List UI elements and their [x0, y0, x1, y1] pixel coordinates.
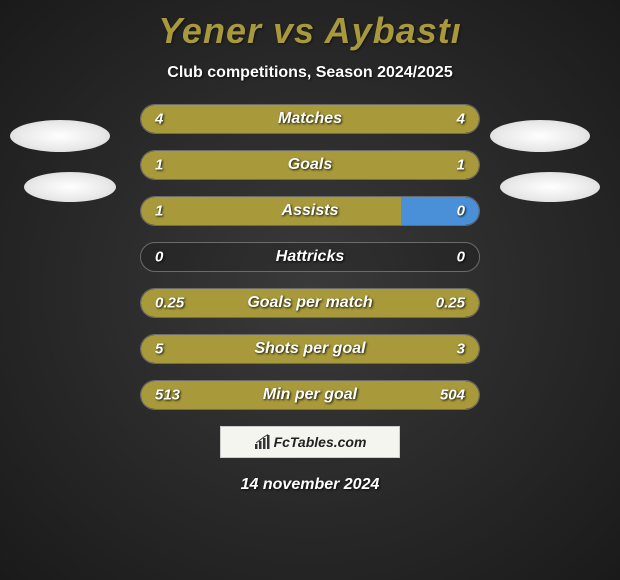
stat-value-right: 1	[457, 157, 465, 174]
stat-label: Shots per goal	[254, 340, 365, 358]
decorative-ellipse	[10, 120, 110, 152]
stat-bar-left	[141, 151, 310, 179]
stat-label: Hattricks	[276, 248, 344, 266]
stat-label: Min per goal	[263, 386, 357, 404]
stat-row: 0 0 Hattricks	[140, 242, 480, 272]
stat-row: 4 4 Matches	[140, 104, 480, 134]
page-title: Yener vs Aybastı	[0, 0, 620, 52]
date-text: 14 november 2024	[0, 476, 620, 494]
stat-value-right: 4	[457, 111, 465, 128]
stat-label: Goals per match	[247, 294, 372, 312]
stat-value-left: 5	[155, 341, 163, 358]
stat-label: Matches	[278, 110, 342, 128]
stat-value-left: 0	[155, 249, 163, 266]
stat-value-right: 504	[440, 387, 465, 404]
stat-row: 513 504 Min per goal	[140, 380, 480, 410]
decorative-ellipse	[500, 172, 600, 202]
watermark-badge: FcTables.com	[220, 426, 400, 458]
stat-label: Goals	[288, 156, 332, 174]
stat-label: Assists	[282, 202, 339, 220]
subtitle: Club competitions, Season 2024/2025	[0, 64, 620, 82]
chart-icon	[254, 434, 270, 450]
stat-value-right: 0.25	[436, 295, 465, 312]
stat-row: 0.25 0.25 Goals per match	[140, 288, 480, 318]
stat-value-left: 513	[155, 387, 180, 404]
stat-value-left: 1	[155, 157, 163, 174]
stat-value-left: 4	[155, 111, 163, 128]
stat-bar-right	[310, 151, 479, 179]
decorative-ellipse	[24, 172, 116, 202]
watermark-text: FcTables.com	[274, 434, 367, 450]
stat-row: 1 1 Goals	[140, 150, 480, 180]
stat-value-right: 0	[457, 249, 465, 266]
stat-bar-right	[401, 197, 479, 225]
decorative-ellipse	[490, 120, 590, 152]
stat-bar-left	[141, 197, 401, 225]
stat-value-right: 3	[457, 341, 465, 358]
stat-value-left: 0.25	[155, 295, 184, 312]
stat-value-left: 1	[155, 203, 163, 220]
stat-row: 1 0 Assists	[140, 196, 480, 226]
stat-value-right: 0	[457, 203, 465, 220]
stat-row: 5 3 Shots per goal	[140, 334, 480, 364]
